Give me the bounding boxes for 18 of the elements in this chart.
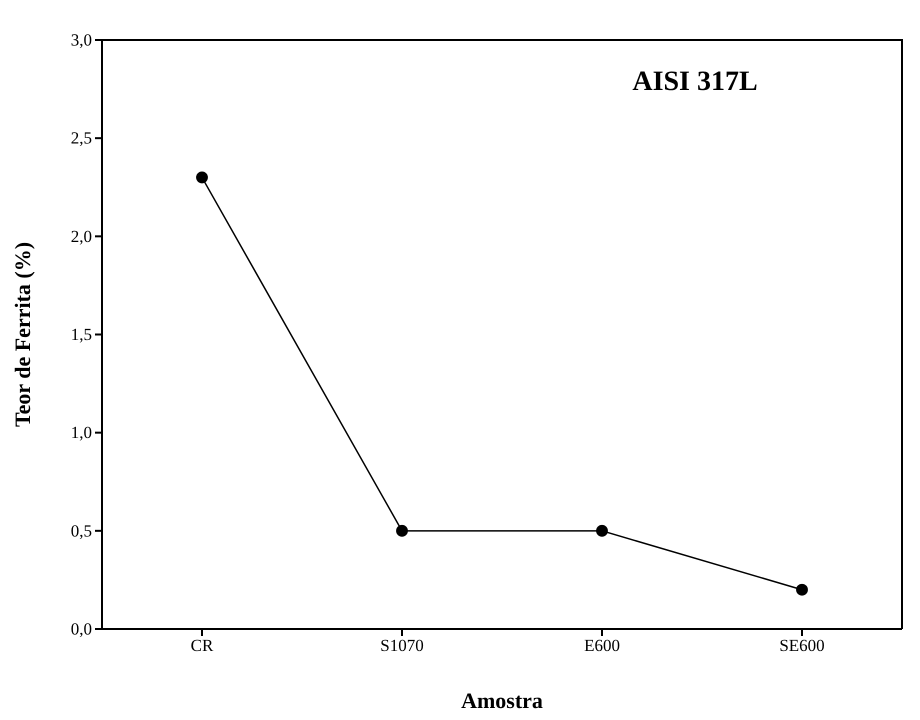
y-tick-label: 2,0 [70,226,92,246]
x-tick-label: E600 [584,636,620,656]
y-tick-label: 2,5 [70,128,92,148]
point [596,524,608,537]
y-tick-label: 1,5 [70,324,92,344]
point [796,584,808,596]
y-tick-label: 3,0 [70,30,92,50]
x-tick-label: CR [190,636,214,656]
y-tick-label: 0,0 [70,619,92,638]
x-axis-title: Amostra [461,688,543,713]
y-tick-label: 0,5 [70,521,92,540]
y-tick-label: 1,0 [70,423,92,442]
point [196,172,208,184]
point [396,524,408,537]
x-tick-label: SE600 [779,636,825,656]
x-tick-label: S1070 [380,636,424,656]
annotation: AISI 317L [632,66,758,97]
y-axis-title: Teor de Ferrita (%) [10,242,35,428]
